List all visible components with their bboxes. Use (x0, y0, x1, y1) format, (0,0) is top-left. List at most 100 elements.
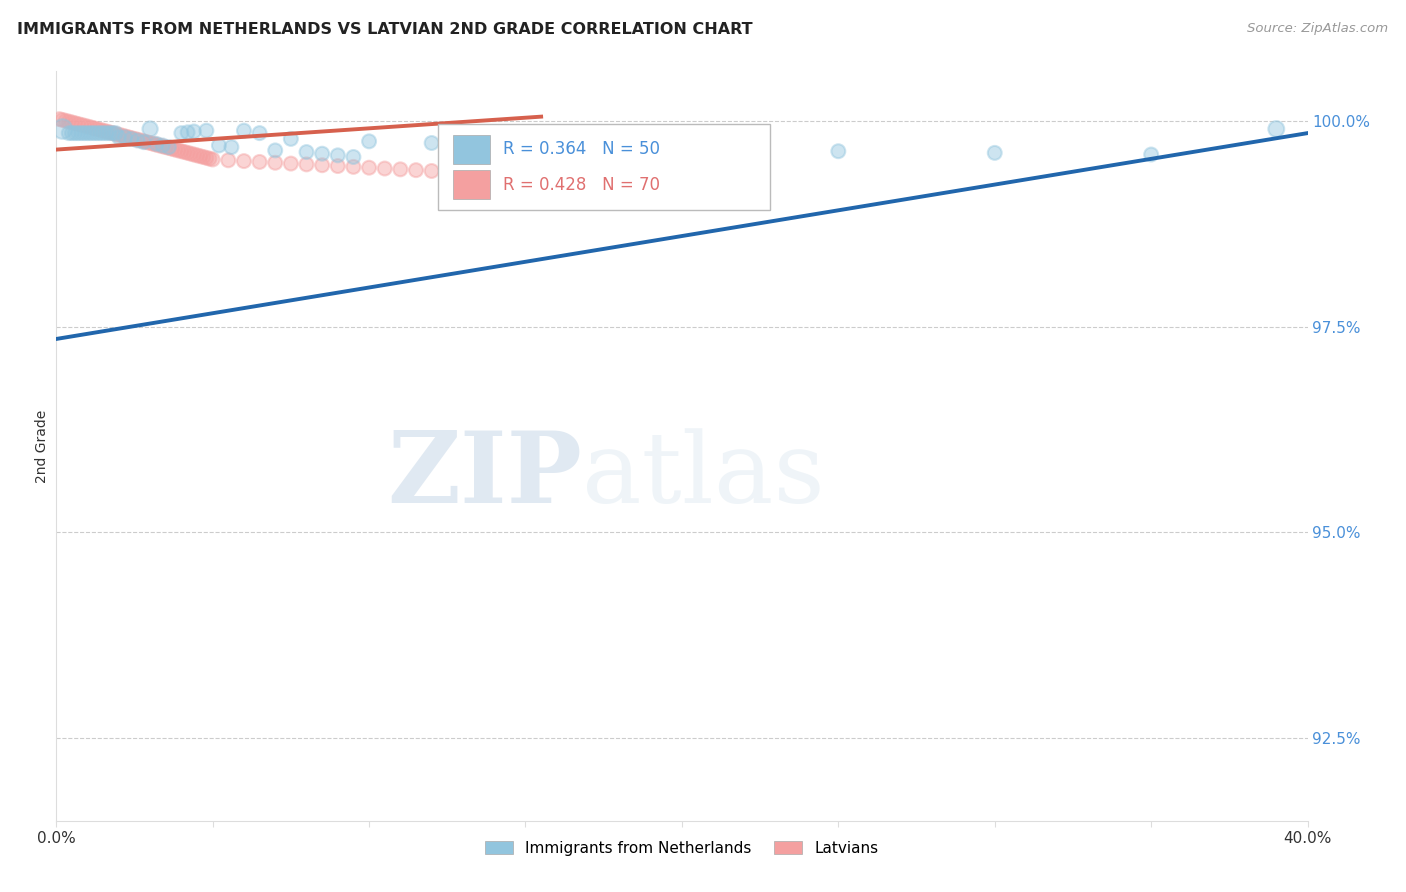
Point (451, 166, 474, 180)
Point (114, 129, 136, 144)
Point (359, 161, 381, 175)
Point (91, 123, 114, 137)
Point (188, 149, 211, 163)
Point (104, 126, 127, 140)
Point (67, 126, 90, 140)
Point (311, 158, 333, 172)
Point (264, 155, 287, 169)
Point (374, 161, 396, 176)
Point (405, 163, 427, 178)
Point (89, 123, 111, 137)
Point (420, 136, 443, 150)
Point (176, 145, 198, 160)
Point (114, 130, 136, 145)
Point (48, 112, 70, 127)
Point (58, 126, 80, 140)
Point (198, 152, 221, 166)
Point (139, 136, 162, 150)
Point (101, 126, 124, 140)
Point (342, 160, 364, 174)
Point (127, 133, 149, 147)
Point (148, 138, 170, 153)
Point (55, 113, 77, 128)
Point (79, 126, 101, 140)
Point (176, 125, 198, 139)
Text: ZIP: ZIP (387, 427, 582, 524)
Point (342, 150, 364, 164)
Point (157, 140, 180, 154)
Point (145, 137, 167, 152)
Point (499, 168, 522, 182)
Point (326, 159, 349, 173)
Point (76, 120, 98, 134)
Point (83, 126, 105, 140)
Text: R = 0.364   N = 50: R = 0.364 N = 50 (503, 140, 659, 158)
Point (217, 153, 239, 168)
Point (86, 122, 108, 136)
Point (117, 130, 139, 145)
Point (132, 134, 155, 148)
Point (180, 146, 202, 161)
Point (326, 148, 349, 162)
FancyBboxPatch shape (453, 170, 491, 199)
Point (67, 117, 90, 131)
Legend: Immigrants from Netherlands, Latvians: Immigrants from Netherlands, Latvians (479, 834, 884, 862)
Point (70, 118, 93, 132)
Y-axis label: 2nd Grade: 2nd Grade (35, 409, 49, 483)
Point (193, 150, 215, 164)
Point (127, 134, 149, 148)
Point (89, 126, 111, 140)
Point (515, 169, 537, 183)
Point (83, 121, 105, 136)
Point (264, 144, 287, 158)
Point (208, 138, 231, 153)
Point (436, 165, 458, 179)
Point (170, 126, 193, 140)
Point (76, 126, 98, 140)
Point (157, 141, 180, 155)
Point (484, 167, 506, 181)
Point (451, 137, 474, 152)
Point (111, 128, 134, 143)
Point (86, 126, 108, 140)
Point (170, 145, 193, 159)
Point (96, 124, 118, 138)
Point (73, 126, 96, 140)
FancyBboxPatch shape (453, 135, 491, 163)
Text: atlas: atlas (582, 428, 824, 524)
Point (73, 119, 96, 133)
Point (60, 126, 83, 140)
Point (576, 141, 599, 155)
Point (295, 157, 318, 171)
Point (183, 147, 205, 161)
Point (984, 145, 1007, 160)
Point (1265, 122, 1288, 136)
Point (195, 123, 218, 137)
Point (124, 132, 146, 146)
Point (1140, 147, 1163, 161)
Point (101, 126, 124, 140)
Point (152, 139, 174, 153)
Point (142, 136, 165, 151)
Point (132, 135, 155, 149)
Point (155, 140, 177, 154)
Point (108, 128, 131, 142)
Point (51, 112, 73, 127)
Point (233, 154, 256, 169)
Point (136, 135, 159, 149)
Point (98, 126, 121, 140)
Point (167, 144, 190, 158)
Point (120, 131, 142, 145)
Point (96, 126, 118, 140)
Point (63, 126, 86, 140)
Point (467, 166, 489, 180)
Point (58, 114, 80, 128)
FancyBboxPatch shape (437, 124, 769, 210)
Point (145, 136, 167, 151)
Point (827, 145, 849, 159)
Point (51, 122, 73, 136)
Point (221, 140, 243, 154)
Point (186, 148, 208, 162)
Text: IMMIGRANTS FROM NETHERLANDS VS LATVIAN 2ND GRADE CORRELATION CHART: IMMIGRANTS FROM NETHERLANDS VS LATVIAN 2… (17, 22, 752, 37)
Point (104, 127, 127, 141)
